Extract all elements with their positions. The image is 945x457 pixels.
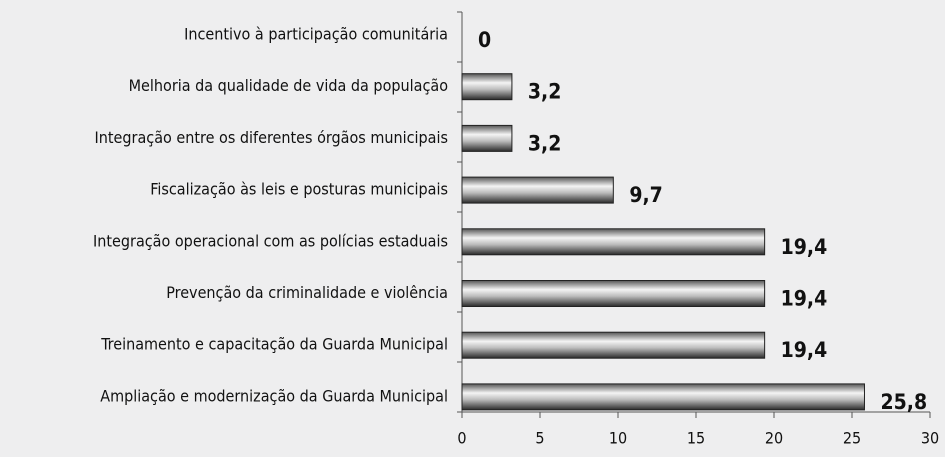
value-label: 19,4: [781, 235, 828, 259]
category-label: Ampliação e modernização da Guarda Munic…: [100, 386, 448, 405]
value-label: 9,7: [629, 183, 662, 207]
value-label: 3,2: [528, 131, 561, 155]
x-tick-label: 25: [843, 429, 861, 448]
category-label: Treinamento e capacitação da Guarda Muni…: [100, 335, 448, 354]
x-tick-label: 5: [535, 429, 544, 448]
category-label: Fiscalização às leis e posturas municipa…: [150, 180, 448, 199]
category-label: Integração entre os diferentes órgãos mu…: [95, 128, 448, 147]
value-label: 19,4: [781, 287, 828, 311]
category-label: Melhoria da qualidade de vida da populaç…: [129, 76, 449, 95]
bar: [461, 331, 766, 359]
x-tick-label: 20: [765, 429, 783, 448]
bar: [461, 124, 513, 152]
value-label: 19,4: [781, 338, 828, 362]
x-tick-label: 10: [609, 429, 627, 448]
x-tick-label: 0: [457, 429, 466, 448]
value-label: 0: [478, 28, 491, 52]
value-label: 3,2: [528, 80, 561, 104]
bar: [461, 280, 766, 307]
category-label: Incentivo à participação comunitária: [184, 25, 448, 44]
category-label: Prevenção da criminalidade e violência: [166, 283, 448, 302]
bar: [461, 176, 614, 204]
bar: [461, 73, 513, 101]
x-tick-label: 15: [687, 429, 705, 448]
bar: [461, 228, 766, 256]
value-label: 25,8: [880, 390, 927, 414]
category-label: Integração operacional com as polícias e…: [93, 231, 448, 250]
bar: [461, 383, 865, 411]
x-tick-label: 30: [921, 429, 939, 448]
